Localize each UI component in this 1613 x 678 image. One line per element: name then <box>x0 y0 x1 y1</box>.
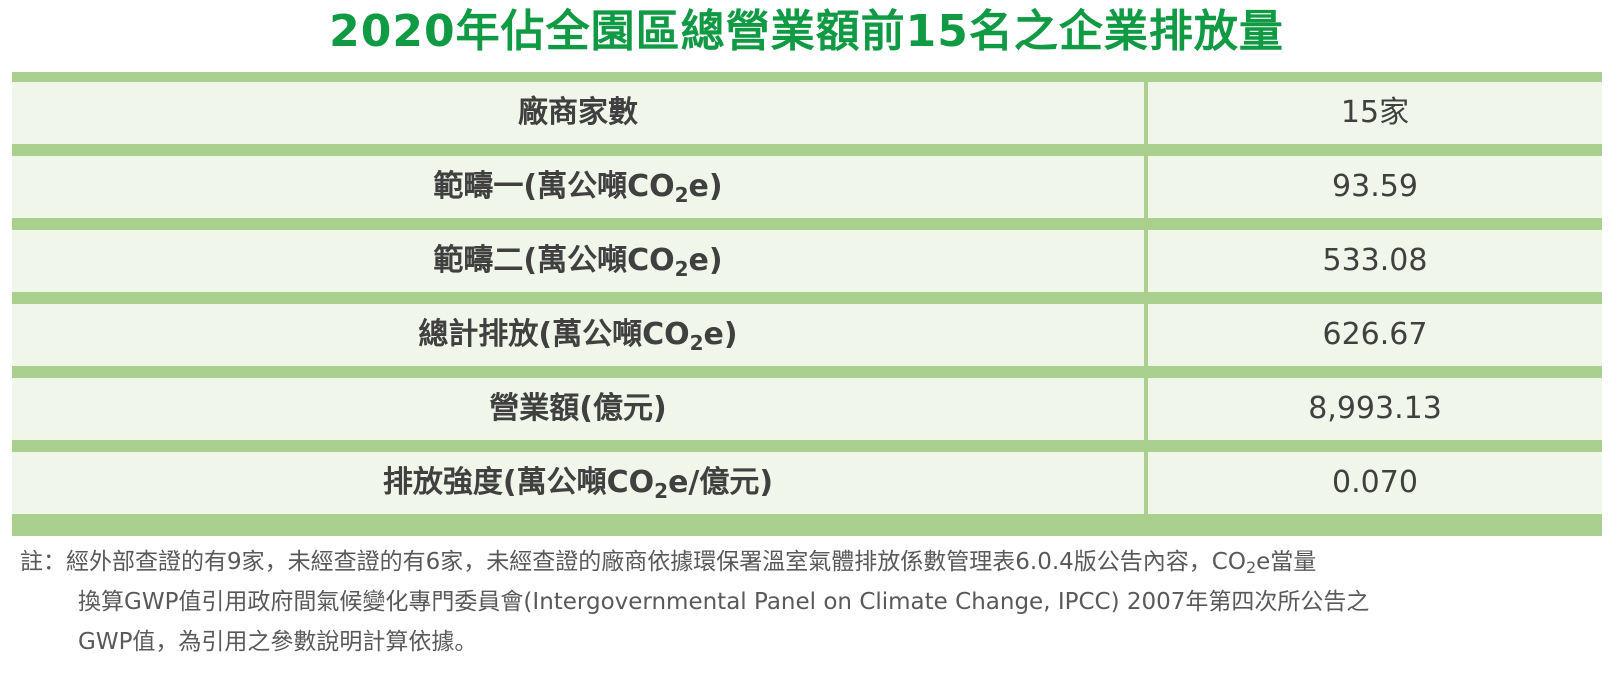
column-divider <box>1144 82 1148 144</box>
row-label-text: 營業額(億元) <box>489 391 667 426</box>
subscript: 2 <box>1245 558 1257 577</box>
row-label-suffix: e) <box>688 243 723 278</box>
row-label-text: 廠商家數 <box>518 95 638 130</box>
row-label-text: 範疇一(萬公噸CO <box>433 169 675 204</box>
table-row: 排放強度(萬公噸CO2e/億元) 0.070 <box>12 452 1602 514</box>
row-label-text: 總計排放(萬公噸CO <box>418 317 690 352</box>
row-label: 廠商家數 <box>12 82 1144 144</box>
column-divider <box>1144 156 1148 218</box>
row-label: 範疇二(萬公噸CO2e) <box>12 230 1144 292</box>
column-divider <box>1144 304 1148 366</box>
footnote-line: 註：經外部查證的有9家，未經查證的有6家，未經查證的廠商依據環保署溫室氣體排放係… <box>20 542 1598 582</box>
row-value: 0.070 <box>1332 465 1418 500</box>
column-divider <box>1144 452 1148 514</box>
row-label-suffix: e/億元) <box>668 465 774 500</box>
subscript: 2 <box>689 331 704 355</box>
column-divider <box>1144 230 1148 292</box>
row-value: 15家 <box>1340 95 1410 130</box>
subscript: 2 <box>674 183 689 207</box>
footnote-line: GWP值，為引用之參數說明計算依據。 <box>78 629 478 655</box>
row-value: 533.08 <box>1322 243 1428 278</box>
page-title: 2020年佔全園區總營業額前15名之企業排放量 <box>329 6 1284 57</box>
table-row: 廠商家數 15家 <box>12 82 1602 144</box>
table-row: 範疇一(萬公噸CO2e) 93.59 <box>12 156 1602 218</box>
row-label-text: 排放強度(萬公噸CO <box>382 465 655 500</box>
row-label: 營業額(億元) <box>12 378 1144 440</box>
row-value: 8,993.13 <box>1308 391 1442 426</box>
row-label-suffix: e) <box>688 169 723 204</box>
footnote-text: 註：經外部查證的有9家，未經查證的有6家，未經查證的廠商依據環保署溫室氣體排放係… <box>20 549 1246 575</box>
table-row: 範疇二(萬公噸CO2e) 533.08 <box>12 230 1602 292</box>
table-row: 營業額(億元) 8,993.13 <box>12 378 1602 440</box>
column-divider <box>1144 378 1148 440</box>
row-value: 93.59 <box>1332 169 1418 204</box>
table-row: 總計排放(萬公噸CO2e) 626.67 <box>12 304 1602 366</box>
footnote-text-suffix: e當量 <box>1256 549 1317 575</box>
footnote-line: 換算GWP值引用政府間氣候變化專門委員會(Intergovernmental P… <box>78 589 1370 615</box>
row-label-text: 範疇二(萬公噸CO <box>433 243 675 278</box>
row-label: 總計排放(萬公噸CO2e) <box>12 304 1144 366</box>
subscript: 2 <box>654 479 669 503</box>
row-label: 排放強度(萬公噸CO2e/億元) <box>12 452 1144 514</box>
subscript: 2 <box>674 257 689 281</box>
emissions-table: 廠商家數 15家 範疇一(萬公噸CO2e) 93.59 範疇二(萬公噸CO2e)… <box>12 72 1602 536</box>
row-value: 626.67 <box>1322 317 1428 352</box>
row-label-suffix: e) <box>703 317 738 352</box>
row-label: 範疇一(萬公噸CO2e) <box>12 156 1144 218</box>
footnote: 註：經外部查證的有9家，未經查證的有6家，未經查證的廠商依據環保署溫室氣體排放係… <box>20 542 1598 662</box>
